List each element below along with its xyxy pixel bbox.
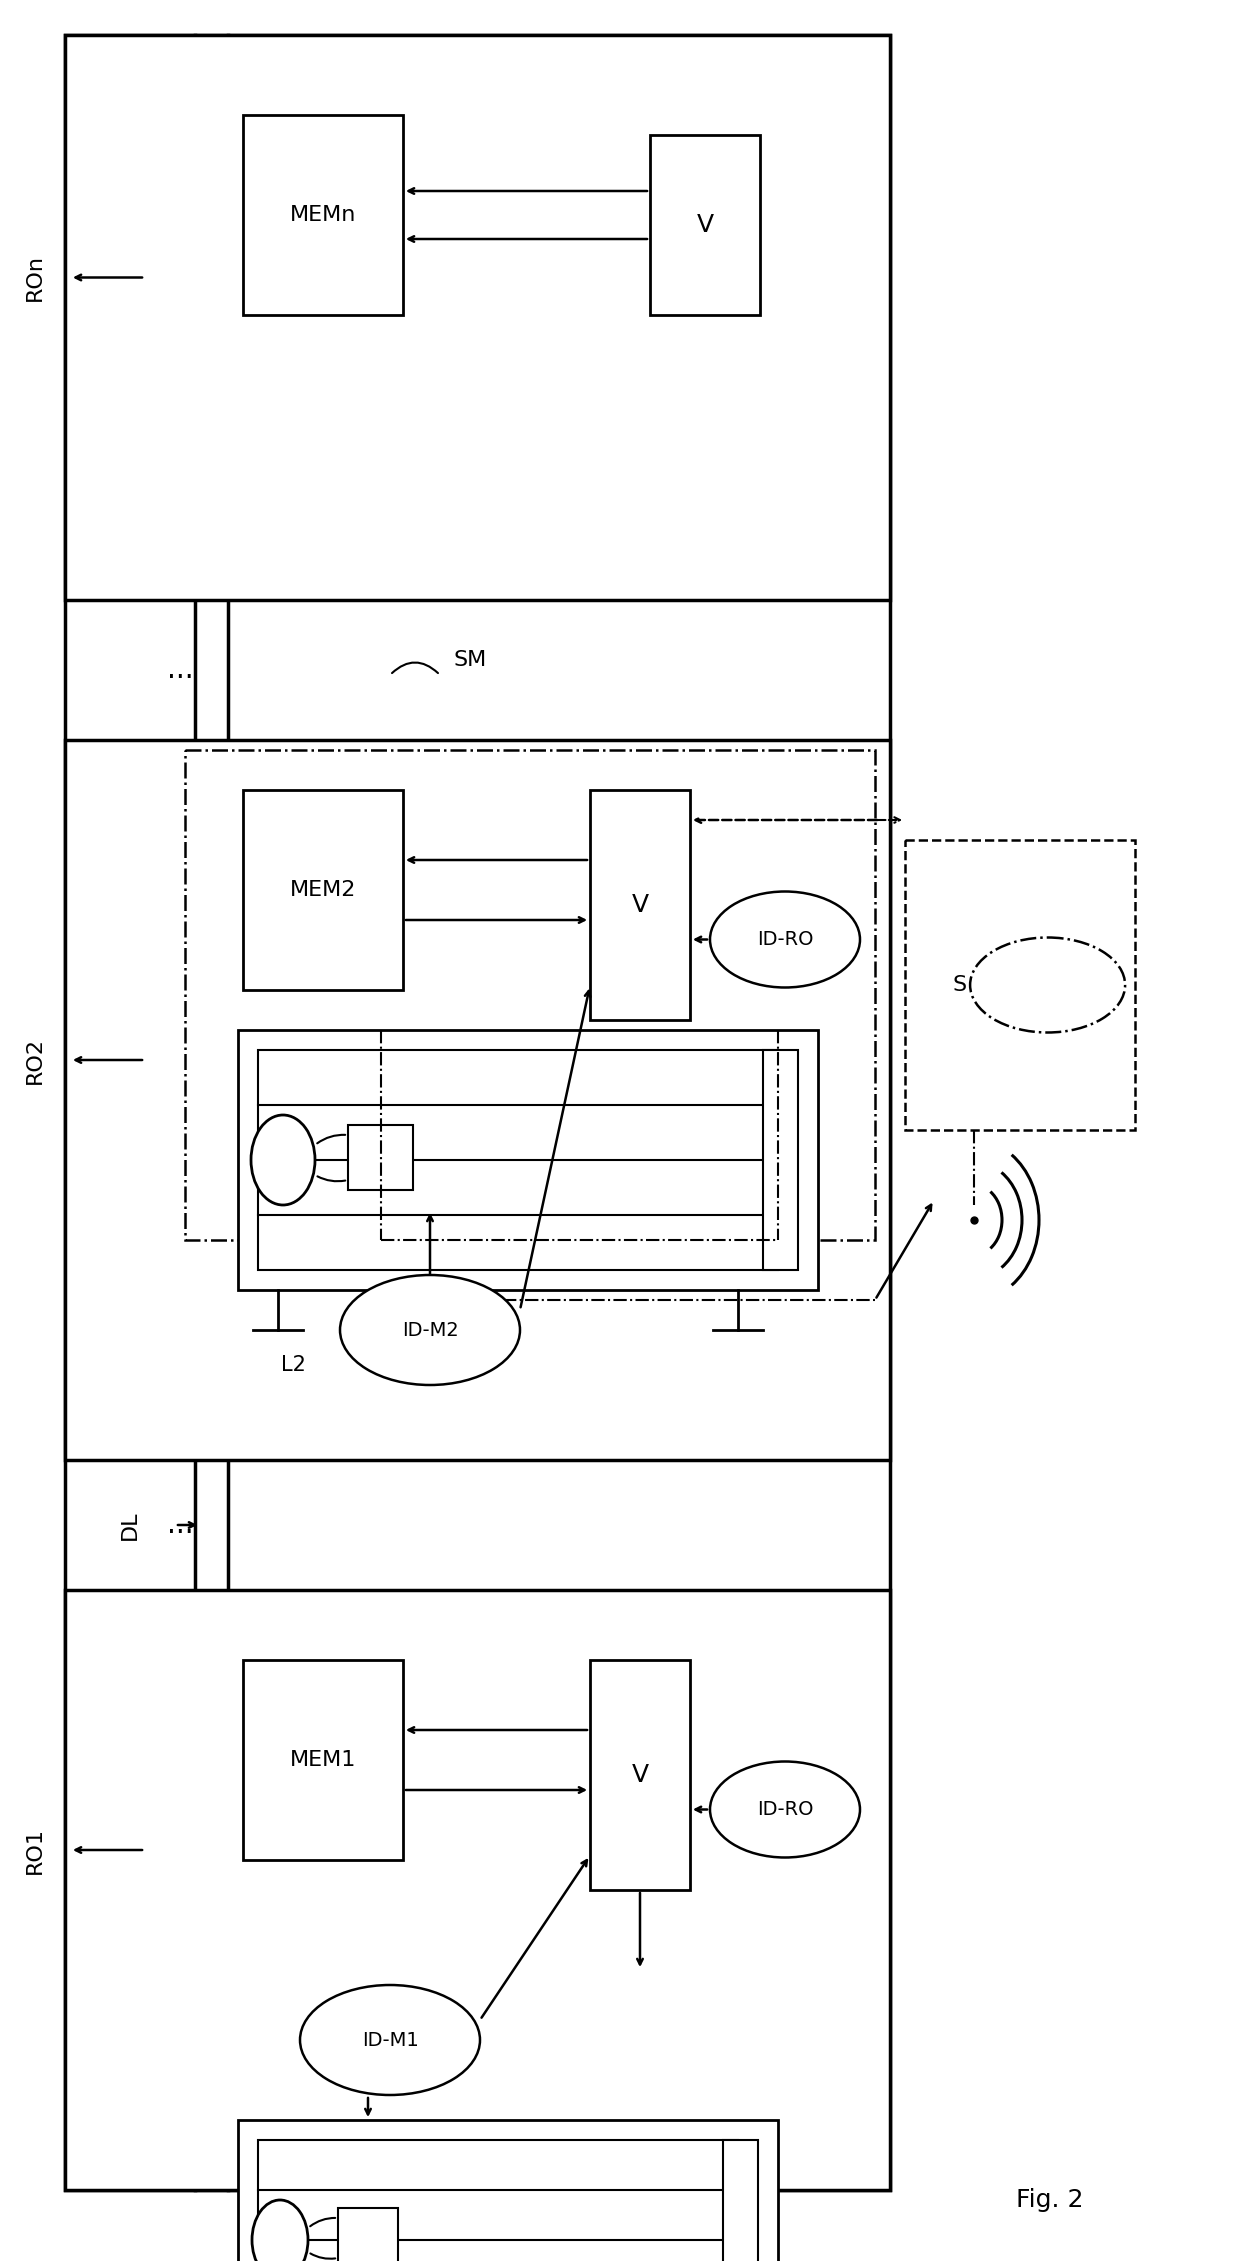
Bar [339, 2209, 398, 2261]
Bar [64, 34, 890, 2191]
Ellipse shape [300, 1985, 480, 2096]
Ellipse shape [340, 1275, 520, 1386]
Bar [64, 34, 890, 599]
Bar [243, 115, 403, 314]
Bar [348, 1126, 413, 1189]
Text: ID-M2: ID-M2 [1022, 977, 1074, 995]
Text: ID-RO: ID-RO [756, 929, 813, 950]
Bar [590, 789, 689, 1020]
Ellipse shape [711, 1761, 861, 1859]
Text: RO2: RO2 [25, 1036, 45, 1083]
Text: MEMn: MEMn [290, 206, 356, 226]
Bar [64, 739, 890, 1461]
Text: ...: ... [166, 656, 193, 685]
Bar [763, 1049, 799, 1271]
Text: SM: SM [454, 649, 486, 669]
Bar [238, 2121, 777, 2261]
Text: Fig. 2: Fig. 2 [1017, 2189, 1084, 2211]
Text: MEM2: MEM2 [290, 880, 356, 900]
Text: ROn: ROn [25, 253, 45, 301]
Text: RO1: RO1 [25, 1827, 45, 1874]
Ellipse shape [250, 1115, 315, 1205]
Text: M2: M2 [423, 1354, 454, 1375]
Bar [905, 841, 1135, 1130]
Bar [258, 2139, 738, 2261]
Bar [650, 136, 760, 314]
Text: L2: L2 [280, 1354, 305, 1375]
Bar [258, 1049, 777, 1271]
Bar [185, 751, 875, 1239]
Text: V: V [631, 1764, 649, 1786]
Text: V: V [631, 893, 649, 918]
Bar [590, 1660, 689, 1890]
Text: V: V [697, 213, 713, 237]
Bar [64, 1589, 890, 2191]
Ellipse shape [252, 2200, 308, 2261]
Text: ID-M1: ID-M1 [362, 2030, 418, 2048]
Text: ID-RO: ID-RO [756, 1800, 813, 1820]
Ellipse shape [970, 938, 1125, 1033]
Bar [238, 1031, 818, 1291]
Bar [243, 1660, 403, 1861]
Bar [723, 2139, 758, 2261]
Text: S: S [952, 974, 967, 995]
Text: MEM1: MEM1 [290, 1750, 356, 1770]
Bar [243, 789, 403, 990]
Text: DL: DL [120, 1510, 140, 1540]
Text: ...: ... [166, 1510, 193, 1540]
Text: ID-M2: ID-M2 [402, 1320, 459, 1339]
Ellipse shape [711, 891, 861, 988]
